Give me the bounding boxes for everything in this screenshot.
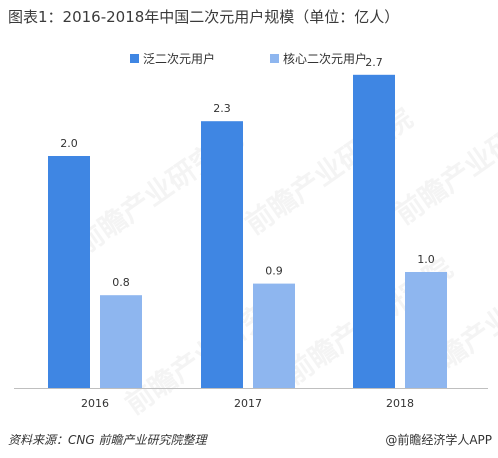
bar-2-2018 [405,272,447,388]
brand-credit: @前瞻经济学人APP [385,433,492,447]
x-tick-label-2018: 2018 [386,397,414,410]
legend: 泛二次元用户 核心二次元用户 [0,50,498,66]
source-note: 资料来源：CNG 前瞻产业研究院整理 [8,433,207,447]
bar-2-2016 [100,295,142,388]
x-tick-label-2017: 2017 [234,397,262,410]
data-label-2-2017: 0.9 [265,265,283,278]
data-label-1-2017: 2.3 [213,102,231,115]
legend-swatch-series2 [270,54,279,63]
legend-item-series2: 核心二次元用户 [270,50,367,67]
bar-1-2017 [201,121,243,388]
legend-swatch-series1 [130,54,139,63]
bar-1-2016 [48,156,90,388]
data-label-1-2018: 2.7 [365,56,383,69]
data-label-2-2018: 1.0 [417,253,435,266]
bar-2-2017 [253,283,295,388]
legend-label-series2: 核心二次元用户 [283,52,368,66]
x-tick-label-2016: 2016 [81,397,109,410]
data-label-2-2016: 0.8 [112,276,130,289]
data-label-1-2016: 2.0 [60,137,78,150]
legend-item-series1: 泛二次元用户 [130,50,215,67]
chart-title: 图表1：2016-2018年中国二次元用户规模（单位：亿人） [8,8,400,26]
bar-1-2018 [353,74,395,389]
legend-label-series1: 泛二次元用户 [143,52,216,66]
